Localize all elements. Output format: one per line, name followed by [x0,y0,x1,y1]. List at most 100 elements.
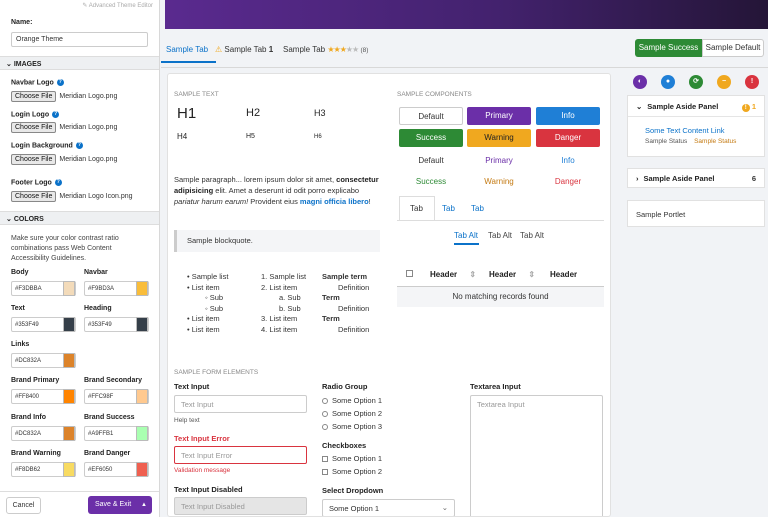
images-section-header[interactable]: ⌄ IMAGES [0,56,159,70]
select-dropdown[interactable]: Some Option 1 ⌄ [322,499,455,516]
checkboxes-label: Checkboxes [322,441,367,450]
theme-editor-panel: ✎ Advanced Theme Editor Name: Orange The… [0,0,160,517]
textarea-label: Textarea Input [470,382,521,391]
choose-file-button[interactable]: Choose File [11,191,57,202]
caret-up-icon: ▲ [141,502,147,508]
tab-sample-3[interactable]: Sample Tab ★★★★★ (8) [283,45,369,54]
primary-link[interactable]: Primary [485,156,513,165]
warning-button[interactable]: Warning [467,129,531,147]
color-swatch[interactable] [136,281,148,296]
info-link[interactable]: Info [561,156,575,165]
form-elements-title: SAMPLE FORM ELEMENTS [174,369,259,376]
text-input[interactable]: Text Input [174,395,307,413]
tab-alt-1[interactable]: Tab Alt [454,231,479,240]
portlet-title: Sample Portlet [636,210,686,219]
bell-icon[interactable]: ◐ [633,75,647,89]
tab-3[interactable]: Tab [471,204,484,213]
text-input-error[interactable]: Text Input Error [174,446,307,464]
heading-h2: H2 [246,107,261,119]
help-text: Help text [174,417,200,424]
checkbox-option-1[interactable]: Some Option 1 [322,454,382,463]
tab-1[interactable]: Tab [410,204,423,213]
alert-icon[interactable]: ! [745,75,759,89]
color-swatch[interactable] [63,317,75,332]
color-swatch[interactable] [63,462,75,477]
tabs-divider [397,220,604,221]
danger-button[interactable]: Danger [536,129,600,147]
alert-icon: ! [741,104,750,112]
warning-link[interactable]: Warning [484,177,514,186]
file-name: Meridian Logo.png [59,124,118,131]
tab-2[interactable]: Tab [442,204,455,213]
radio-option-2[interactable]: Some Option 2 [322,409,382,418]
choose-file-button[interactable]: Choose File [11,91,57,102]
info-icon[interactable]: ● [661,75,675,89]
success-button[interactable]: Success [399,129,463,147]
color-input[interactable]: #EF6050 [84,462,149,477]
color-input[interactable]: #FFC98F [84,389,149,404]
sample-paragraph: Sample paragraph... lorem ipsum dolor si… [174,175,379,206]
chevron-down-icon: ⌄ [636,102,643,111]
table-header-row: Header ⇕ Header ⇕ Header [397,261,604,287]
tab-sample-2[interactable]: ⚠ Sample Tab 1 [215,45,274,54]
advanced-theme-editor-link[interactable]: ✎ Advanced Theme Editor [82,3,153,9]
color-input[interactable]: #F3DBBA [11,281,76,296]
textarea-input[interactable]: Textarea Input [470,395,603,516]
table-header[interactable]: Header [550,270,578,279]
primary-button[interactable]: Primary [467,107,531,125]
color-input[interactable]: #DC832A [11,426,76,441]
color-input[interactable]: #F9BD3A [84,281,149,296]
color-swatch[interactable] [136,317,148,332]
aside-panel-1-header[interactable]: ⌄ Sample Aside Panel [636,102,719,111]
active-tab-box [399,196,435,221]
color-swatch[interactable] [63,353,75,368]
text-content-link[interactable]: Some Text Content Link [645,126,725,135]
save-exit-button[interactable]: Save & Exit ▲ [88,496,152,514]
radio-option-3[interactable]: Some Option 3 [322,422,382,431]
select-dropdown-label: Select Dropdown [322,486,384,495]
color-label: Heading [84,305,112,312]
minus-icon[interactable]: − [717,75,731,89]
tab-alt-2[interactable]: Tab Alt [488,231,513,240]
table-header[interactable]: Header ⇕ [489,270,536,279]
default-link[interactable]: Default [418,156,444,165]
color-swatch[interactable] [136,462,148,477]
color-input[interactable]: #F8DB62 [11,462,76,477]
refresh-icon[interactable]: ⟳ [689,75,703,89]
theme-name-input[interactable]: Orange Theme [11,32,148,47]
color-label: Brand Primary [11,377,60,384]
color-swatch[interactable] [63,281,75,296]
sample-success-button[interactable]: Sample Success [635,39,702,57]
danger-link[interactable]: Danger [554,177,582,186]
color-input[interactable]: #DC832A [11,353,76,368]
default-button[interactable]: Default [399,107,463,125]
color-input[interactable]: #353F49 [84,317,149,332]
choose-file-button[interactable]: Choose File [11,122,57,133]
info-button[interactable]: Info [536,107,600,125]
radio-option-1[interactable]: Some Option 1 [322,396,382,405]
tab-alt-3[interactable]: Tab Alt [520,231,545,240]
color-swatch[interactable] [136,389,148,404]
cancel-button[interactable]: Cancel [6,497,41,514]
color-label: Text [11,305,25,312]
aside-panel-2-header[interactable]: › Sample Aside Panel [636,174,715,183]
color-swatch[interactable] [63,389,75,404]
choose-file-button[interactable]: Choose File [11,154,57,165]
color-swatch[interactable] [63,426,75,441]
select-all-checkbox[interactable] [406,270,413,277]
navbar-logo-file: Choose File Meridian Logo.png [11,91,117,102]
paragraph-link[interactable]: magni officia libero [299,197,369,206]
sample-default-button[interactable]: Sample Default [702,39,764,57]
active-tab-indicator [161,61,216,63]
color-input[interactable]: #353F49 [11,317,76,332]
color-input[interactable]: #A9FFB1 [84,426,149,441]
color-input[interactable]: #FF8400 [11,389,76,404]
table-header[interactable]: Header ⇕ [430,270,477,279]
heading-h3: H3 [314,108,326,118]
color-label: Brand Info [11,414,46,421]
tab-sample-1[interactable]: Sample Tab [166,45,209,54]
checkbox-option-2[interactable]: Some Option 2 [322,467,382,476]
color-swatch[interactable] [136,426,148,441]
success-link[interactable]: Success [415,177,447,186]
colors-section-header[interactable]: ⌄ COLORS [0,211,159,225]
